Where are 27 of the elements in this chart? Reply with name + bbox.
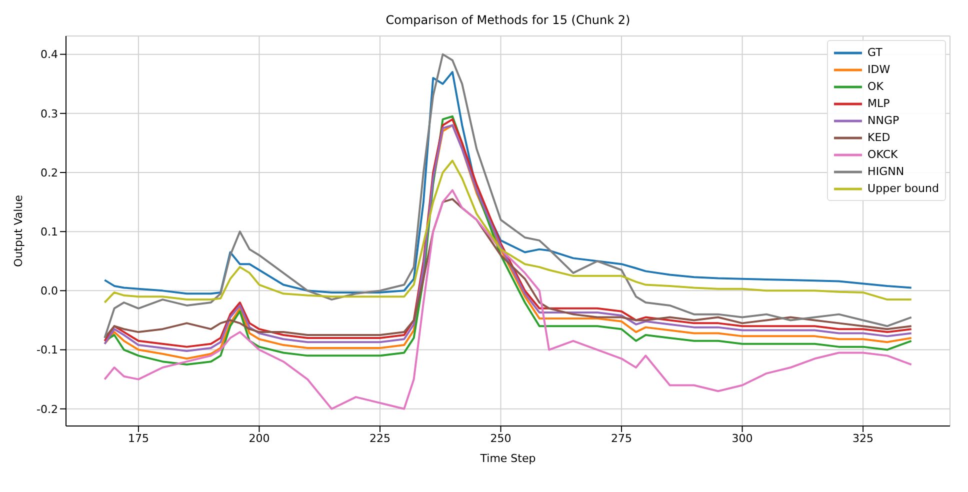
- legend-label: MLP: [868, 97, 890, 110]
- y-tick-label: 0.1: [40, 225, 58, 238]
- x-tick-label: 300: [732, 432, 753, 445]
- x-tick-label: 250: [490, 432, 512, 445]
- x-tick-label: 175: [128, 432, 149, 445]
- legend-label: OK: [868, 80, 884, 93]
- y-axis-title: Output Value: [12, 194, 25, 267]
- x-tick-label: 200: [248, 432, 270, 445]
- legend-label: IDW: [868, 63, 890, 76]
- x-tick-label: 275: [611, 432, 632, 445]
- x-tick-label: 325: [852, 432, 874, 445]
- legend-label: KED: [868, 131, 890, 144]
- y-tick-label: 0.4: [40, 48, 58, 62]
- x-tick-label: 225: [369, 432, 390, 445]
- x-axis-title: Time Step: [479, 452, 536, 465]
- legend-label: NNGP: [868, 114, 900, 127]
- chart-title: Comparison of Methods for 15 (Chunk 2): [386, 13, 630, 27]
- legend-label: HIGNN: [868, 165, 904, 178]
- line-series: [104, 198, 912, 339]
- legend-label: Upper bound: [868, 182, 939, 195]
- y-tick-label: 0.0: [40, 284, 58, 298]
- legend-label: OKCK: [868, 148, 898, 161]
- y-tick-label: -0.2: [36, 402, 58, 416]
- y-tick-label: -0.1: [36, 344, 58, 357]
- legend-label: GT: [868, 46, 882, 59]
- y-tick-label: 0.2: [40, 166, 58, 180]
- y-tick-label: 0.3: [40, 107, 58, 120]
